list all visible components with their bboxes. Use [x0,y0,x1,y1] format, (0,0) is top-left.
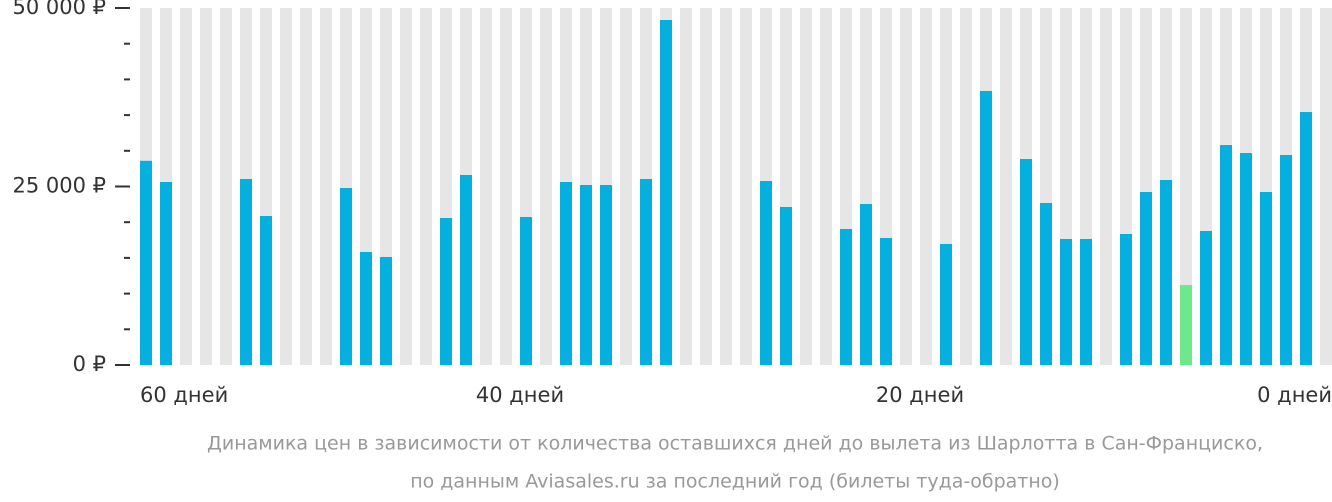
background-stripe [740,8,752,365]
background-stripe [300,8,312,365]
bar [600,185,612,365]
bar [1240,153,1252,365]
background-stripe [960,8,972,365]
background-stripe [700,8,712,365]
bar [140,160,152,365]
background-stripe [1100,8,1112,365]
caption: Динамика цен в зависимости от количества… [207,433,1263,455]
bar [780,206,792,365]
bar [520,216,532,365]
bar [340,187,352,365]
bar [1160,180,1172,365]
x-tick-label: 20 дней [876,383,964,407]
x-tick-label: 0 дней [1257,383,1332,407]
bar [1280,155,1292,365]
bar [360,251,372,365]
bar [660,19,672,365]
caption: по данным Aviasales.ru за последний год … [410,471,1060,493]
bar [880,237,892,365]
bar [980,90,992,365]
bar [1080,238,1092,365]
bar [1140,191,1152,365]
background-stripe [680,8,692,365]
background-stripe [400,8,412,365]
y-tick-label: 25 000 ₽ [12,174,106,198]
bar [260,215,272,365]
background-stripe [820,8,832,365]
bar [1060,238,1072,365]
background-stripe [480,8,492,365]
bar [1220,145,1232,365]
bar [1040,202,1052,365]
y-tick-label: 50 000 ₽ [12,0,106,19]
bar [240,179,252,365]
bar [560,182,572,365]
bar [1120,233,1132,365]
x-tick-label: 40 дней [476,383,564,407]
background-stripe [200,8,212,365]
background-stripe [540,8,552,365]
bar [1020,159,1032,365]
bar [640,179,652,365]
background-stripe [720,8,732,365]
background-stripe [320,8,332,365]
bar [860,203,872,365]
background-stripe [800,8,812,365]
bar [460,175,472,365]
bar [440,217,452,365]
y-tick-label: 0 ₽ [73,352,106,376]
bar [1200,230,1212,365]
bar [940,243,952,365]
bar [1260,191,1272,365]
background-stripe [900,8,912,365]
background-stripe [1180,8,1192,365]
background-stripe [420,8,432,365]
background-stripe [500,8,512,365]
bar [760,181,772,365]
bar [1180,285,1192,365]
background-stripe [180,8,192,365]
x-tick-label: 60 дней [140,383,228,407]
bar [840,228,852,365]
background-stripe [620,8,632,365]
bar [1300,112,1312,365]
background-stripe [220,8,232,365]
bar [580,185,592,365]
background-stripe [1320,8,1332,365]
background-stripe [1000,8,1012,365]
bar [160,182,172,365]
background-stripe [920,8,932,365]
background-stripe [280,8,292,365]
bar [380,256,392,365]
